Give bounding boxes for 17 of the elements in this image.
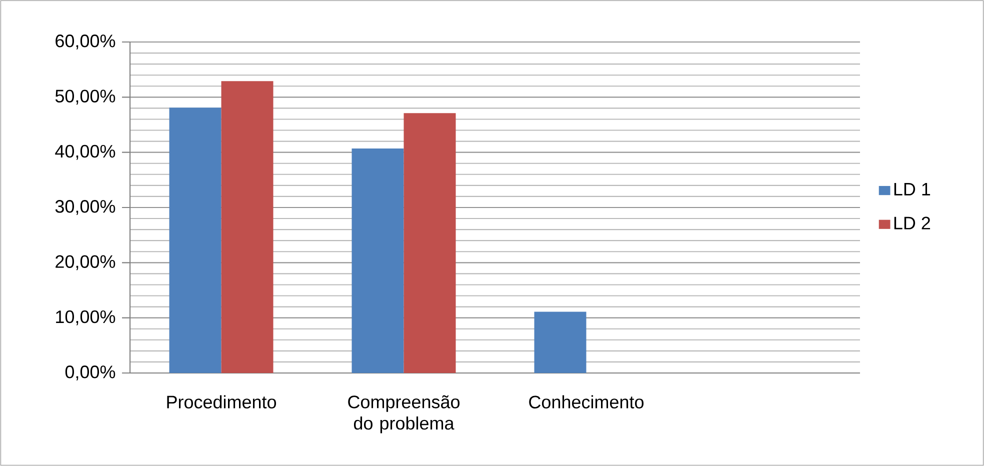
x-tick-label: Procedimento — [167, 395, 276, 408]
x-tick-label: Compreensão do problema — [348, 395, 460, 434]
y-tick-label: 50,00% — [55, 90, 116, 105]
legend-label: LD 2 — [894, 216, 930, 230]
y-tick-label: 30,00% — [55, 200, 116, 215]
legend-label: LD 1 — [894, 182, 930, 196]
bar — [169, 108, 222, 373]
bar — [221, 81, 274, 373]
y-tick-label: 10,00% — [56, 310, 116, 326]
bar — [534, 312, 586, 373]
bar — [404, 113, 456, 373]
x-tick-label: Conhecimento — [529, 395, 644, 408]
y-tick-label: 20,00% — [56, 255, 116, 270]
bar — [352, 148, 404, 373]
y-tick-label: 60,00% — [56, 34, 116, 50]
y-tick-label: 0,00% — [65, 366, 116, 380]
y-tick-label: 40,00% — [55, 144, 116, 160]
